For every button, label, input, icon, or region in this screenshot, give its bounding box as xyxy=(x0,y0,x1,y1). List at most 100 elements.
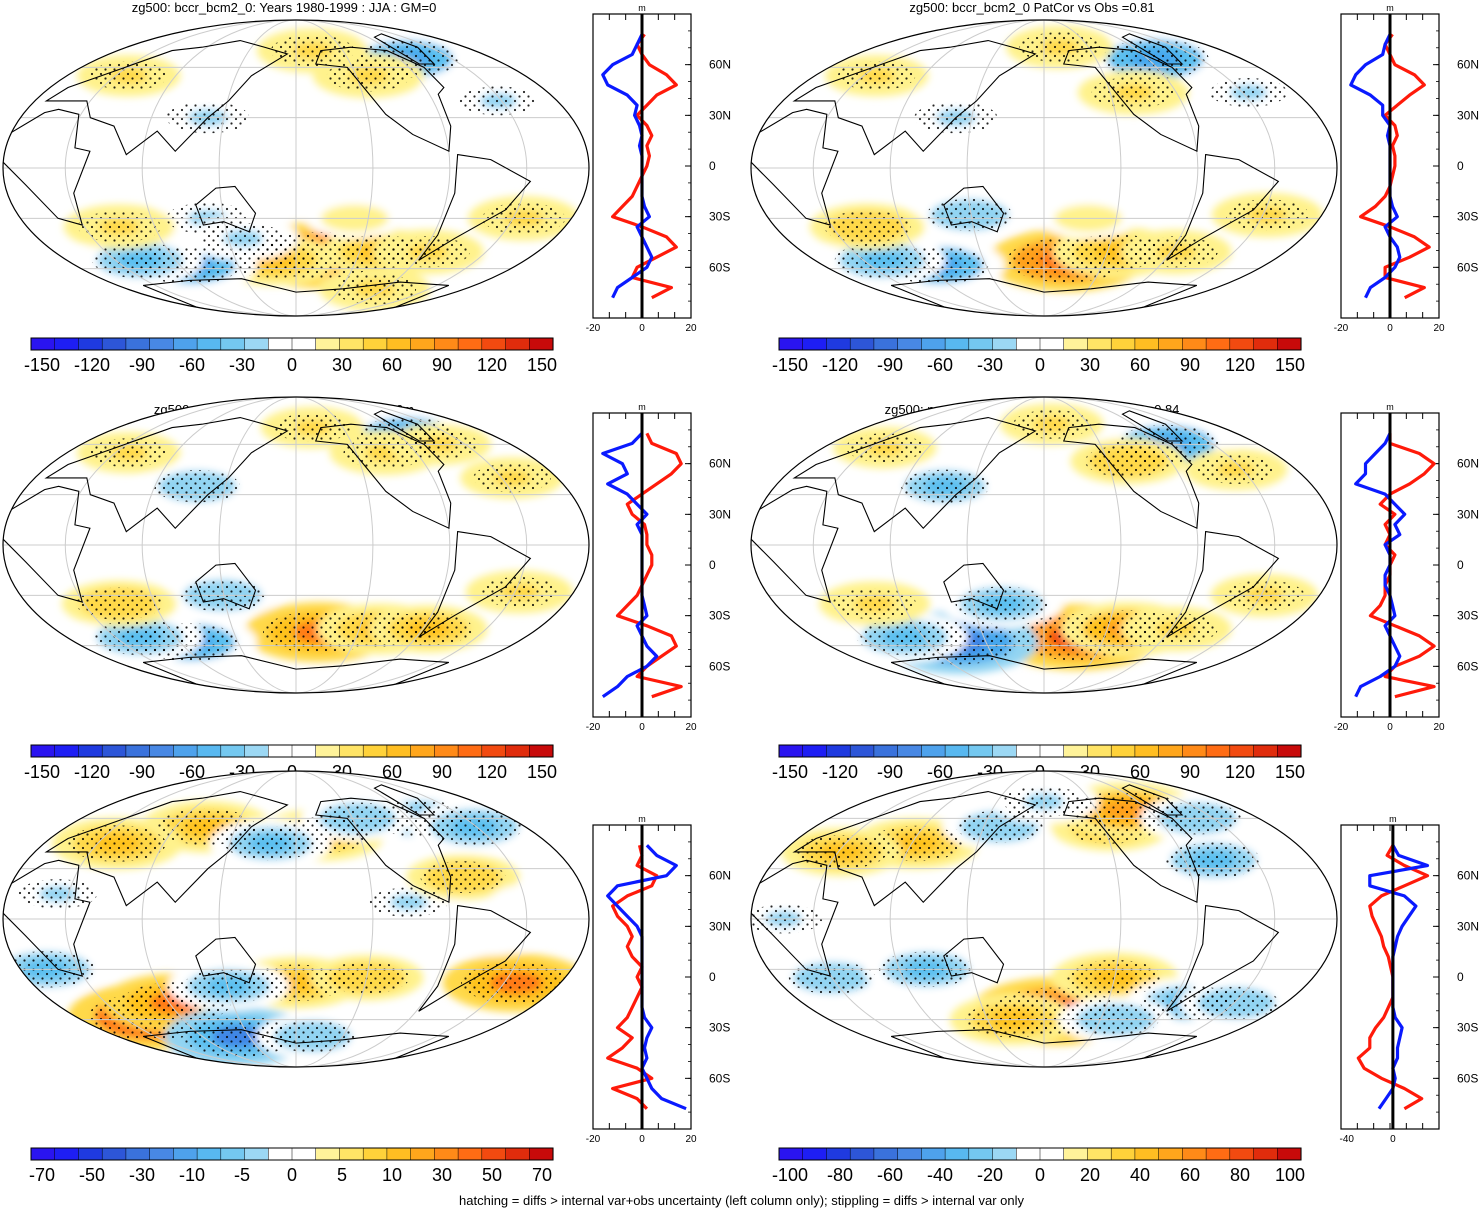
meridian-line xyxy=(295,771,451,1067)
profile-lat-label: 60N xyxy=(709,457,731,471)
coastline xyxy=(373,784,436,816)
profile-series-red xyxy=(611,33,678,300)
stippling xyxy=(926,198,1013,232)
colorbar-swatch xyxy=(481,337,507,351)
meridian-line xyxy=(218,771,297,1067)
profile-x-tick-label: 20 xyxy=(685,722,697,733)
stippling xyxy=(420,861,506,893)
colorbar-swatch xyxy=(1205,744,1231,758)
coastline xyxy=(792,416,1037,533)
colorbar-swatch xyxy=(1277,744,1302,758)
coastline xyxy=(44,790,289,907)
colorbar-label: 120 xyxy=(1225,355,1255,375)
colorbar-swatch xyxy=(362,337,388,351)
colorbar-swatch xyxy=(529,744,554,758)
coastline xyxy=(418,904,532,1012)
colorbar-label: -60 xyxy=(179,762,205,782)
panel-title: zg500: bccr_bcm2_0: Years 1980-1999 : JJ… xyxy=(132,0,437,15)
stippling xyxy=(1084,445,1172,478)
profile-lat-label: 0 xyxy=(709,558,716,572)
colorbar-swatch xyxy=(944,1147,970,1161)
figure-footer: hatching = diffs > internal var+obs unce… xyxy=(459,1193,1024,1208)
coastlines xyxy=(751,784,1280,1067)
colorbar-label: -40 xyxy=(927,1165,953,1185)
coastline xyxy=(792,39,1037,156)
panel-2: zg500: bccr_bcm2_0 PatCor vs Obs =0.81 -1… xyxy=(750,0,1479,375)
meridian-line xyxy=(295,20,451,316)
colorbar-swatch xyxy=(244,1147,269,1161)
colorbar-swatch xyxy=(802,744,828,758)
profile-x-tick-label: 0 xyxy=(1387,722,1393,733)
colorbar-label: 150 xyxy=(1275,762,1305,782)
colorbar-swatch xyxy=(826,744,851,758)
colorbar-label: 90 xyxy=(1180,355,1200,375)
colorbar-swatch xyxy=(173,337,198,351)
colorbar-swatch xyxy=(78,1147,103,1161)
profile-x-tick-label: -20 xyxy=(586,323,601,334)
colorbar-swatch xyxy=(1063,1147,1089,1161)
profile-lat-label: 60S xyxy=(1457,1071,1478,1085)
colorbar-swatch xyxy=(968,744,994,758)
profile-x-tick-label: 0 xyxy=(1387,323,1393,334)
meridian-line xyxy=(812,397,1045,693)
colorbar-swatch xyxy=(101,337,127,351)
colorbar-swatch xyxy=(173,1147,198,1161)
colorbar-label: 60 xyxy=(382,355,402,375)
map-area xyxy=(751,20,1337,316)
coastline xyxy=(142,655,450,693)
coastline xyxy=(943,562,1005,610)
colorbar-swatch xyxy=(1087,744,1112,758)
meridian-line xyxy=(295,771,374,1067)
stippling xyxy=(270,35,355,67)
stippling xyxy=(1019,32,1100,63)
coastline xyxy=(314,423,452,530)
coastline xyxy=(314,797,452,904)
colorbar-swatch xyxy=(1158,1147,1183,1161)
coastline xyxy=(890,278,1198,316)
colorbar-swatch xyxy=(1182,1147,1207,1161)
zonal-profile: m -20 0 20 60N 30N 0 30S 60S xyxy=(1334,402,1479,733)
panel-5: zg500: bccr_bcm2_0: Bias vs ERAI: 1979-2… xyxy=(2,770,731,1185)
coastline xyxy=(792,790,1037,907)
colorbar-label: -120 xyxy=(74,762,110,782)
colorbar-label: -60 xyxy=(877,1165,903,1185)
colorbar: -70 -50 -30 -10 -5 0 5 10 30 50 70 xyxy=(29,1147,554,1185)
profile-series-red xyxy=(615,432,683,699)
colorbar-swatch xyxy=(244,337,269,351)
map-area xyxy=(3,20,589,316)
colorbar-swatch xyxy=(505,744,530,758)
colorbar-swatch xyxy=(30,744,56,758)
colorbar-swatch xyxy=(78,337,103,351)
coastline xyxy=(44,39,289,156)
colorbar-swatch xyxy=(457,337,483,351)
colorbar-swatch xyxy=(30,337,56,351)
profile-unit: m xyxy=(1386,3,1394,13)
colorbar-label: 100 xyxy=(1275,1165,1305,1185)
colorbar-label: 120 xyxy=(1225,762,1255,782)
zonal-profile: m -20 0 20 60N 30N 0 30S 60S xyxy=(1334,3,1479,334)
stippling xyxy=(68,825,166,862)
colorbar-frame xyxy=(30,1147,554,1161)
profile-lat-label: 30N xyxy=(709,919,731,933)
profile-lat-label: 60N xyxy=(1457,869,1479,883)
colorbar-label: 150 xyxy=(527,762,557,782)
zonal-profile: m -40 0 60N 30N 0 30S 60S xyxy=(1340,814,1479,1145)
colorbar-label: 120 xyxy=(477,355,507,375)
meridian-line xyxy=(1043,20,1276,316)
colorbar-swatch xyxy=(873,744,899,758)
profile-lat-label: 60S xyxy=(709,659,730,673)
stippling xyxy=(1209,78,1288,107)
meridian-line xyxy=(64,771,297,1067)
coastline xyxy=(3,485,91,603)
colorbar-label: -30 xyxy=(229,355,255,375)
colorbar-label: -120 xyxy=(74,355,110,375)
profile-lat-label: 60N xyxy=(709,58,731,72)
map-area xyxy=(3,771,589,1067)
meridian-line xyxy=(966,397,1045,693)
meridian-line xyxy=(295,20,528,316)
profile-lat-label: 30S xyxy=(1457,609,1478,623)
meridian-line xyxy=(812,771,1045,1067)
panel-4: zg500: ncar_ccsm3_0: GM=0 PatCor vs Obs … xyxy=(750,396,1479,782)
colorbar-swatch xyxy=(244,744,269,758)
